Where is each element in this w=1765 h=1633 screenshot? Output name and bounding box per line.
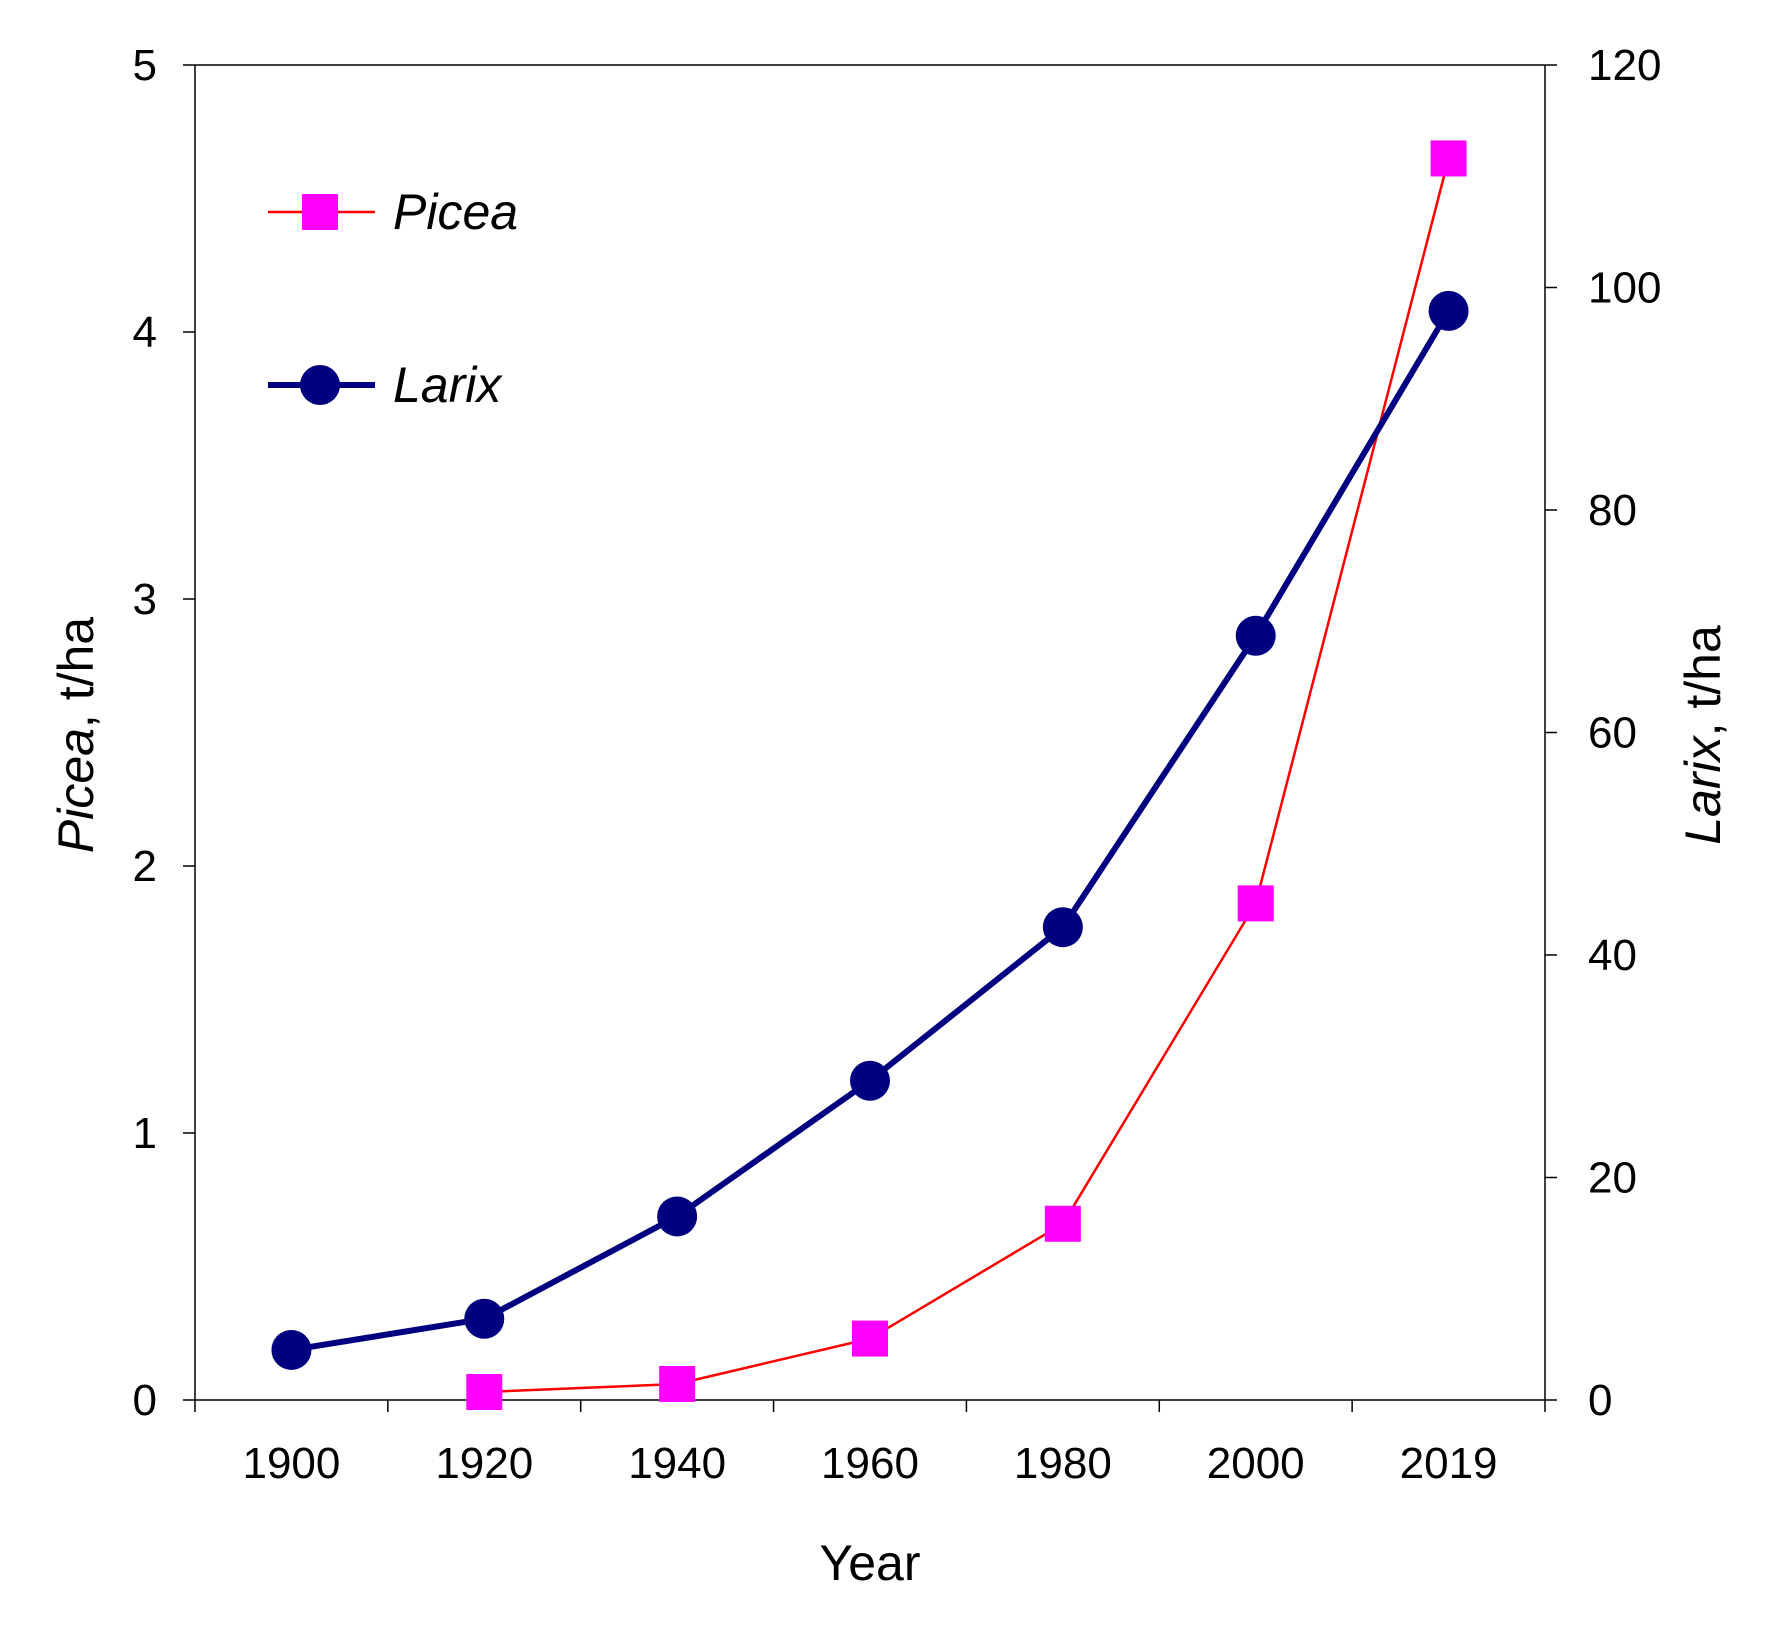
data-point-picea-1920 <box>466 1373 503 1410</box>
data-point-larix-1900 <box>271 1329 312 1370</box>
right-tick-label-60: 60 <box>1588 709 1637 758</box>
left-axis-title-species: Picea <box>48 728 104 853</box>
left-tick-label-3: 3 <box>133 575 157 624</box>
left-tick-label-5: 5 <box>133 41 157 90</box>
right-axis-title-species: Larix <box>1675 734 1731 844</box>
right-axis-title: Larix, t/ha <box>1675 625 1731 845</box>
data-point-picea-1960 <box>852 1320 888 1357</box>
left-axis-title-unit: , t/ha <box>48 617 104 728</box>
legend-label-picea: Picea <box>393 184 518 240</box>
right-tick-label-120: 120 <box>1588 41 1661 90</box>
right-tick-label-40: 40 <box>1588 931 1637 980</box>
left-tick-label-1: 1 <box>133 1109 157 1158</box>
data-point-larix-1940 <box>657 1196 698 1237</box>
right-axis-title-unit: , t/ha <box>1675 625 1731 736</box>
data-point-larix-1980 <box>1042 907 1083 948</box>
x-tick-label-1920: 1920 <box>435 1439 533 1488</box>
right-tick-label-0: 0 <box>1588 1376 1612 1425</box>
x-tick-label-1960: 1960 <box>821 1439 919 1488</box>
left-tick-label-4: 4 <box>133 308 157 357</box>
right-tick-label-80: 80 <box>1588 486 1637 535</box>
x-axis-title: Year <box>819 1535 920 1591</box>
x-axis-ticks: 1900 1920 1940 1960 1980 2000 2019 <box>194 1400 1546 1488</box>
x-tick-label-1940: 1940 <box>628 1439 726 1488</box>
legend-label-larix: Larix <box>393 357 503 413</box>
data-point-larix-1960 <box>850 1060 890 1101</box>
right-tick-label-20: 20 <box>1588 1154 1637 1203</box>
series-line-picea <box>484 158 1450 1394</box>
legend-marker-larix <box>300 365 340 405</box>
data-point-larix-2000 <box>1235 615 1276 656</box>
data-point-picea-1940 <box>659 1365 696 1402</box>
right-tick-label-100: 100 <box>1588 264 1661 313</box>
left-axis-title: Picea, t/ha <box>48 617 104 853</box>
x-tick-label-1900: 1900 <box>242 1439 340 1488</box>
x-tick-label-1980: 1980 <box>1014 1439 1112 1488</box>
data-point-larix-1920 <box>464 1298 505 1339</box>
legend: Picea Larix <box>268 184 518 413</box>
series-layer <box>271 140 1469 1410</box>
left-axis-ticks: 0 1 2 3 4 5 <box>133 41 195 1425</box>
data-point-picea-1980 <box>1044 1205 1081 1242</box>
data-point-larix-2019 <box>1428 290 1469 331</box>
data-point-picea-2000 <box>1237 885 1274 922</box>
x-tick-label-2000: 2000 <box>1207 1439 1305 1488</box>
legend-marker-picea <box>302 194 338 230</box>
plot-area <box>194 64 1546 1401</box>
left-tick-label-2: 2 <box>133 842 157 891</box>
data-point-picea-2019 <box>1430 140 1467 177</box>
right-axis-ticks: 0 20 40 60 80 100 120 <box>1545 41 1661 1425</box>
x-tick-label-2019: 2019 <box>1400 1439 1498 1488</box>
left-tick-label-0: 0 <box>133 1376 157 1425</box>
